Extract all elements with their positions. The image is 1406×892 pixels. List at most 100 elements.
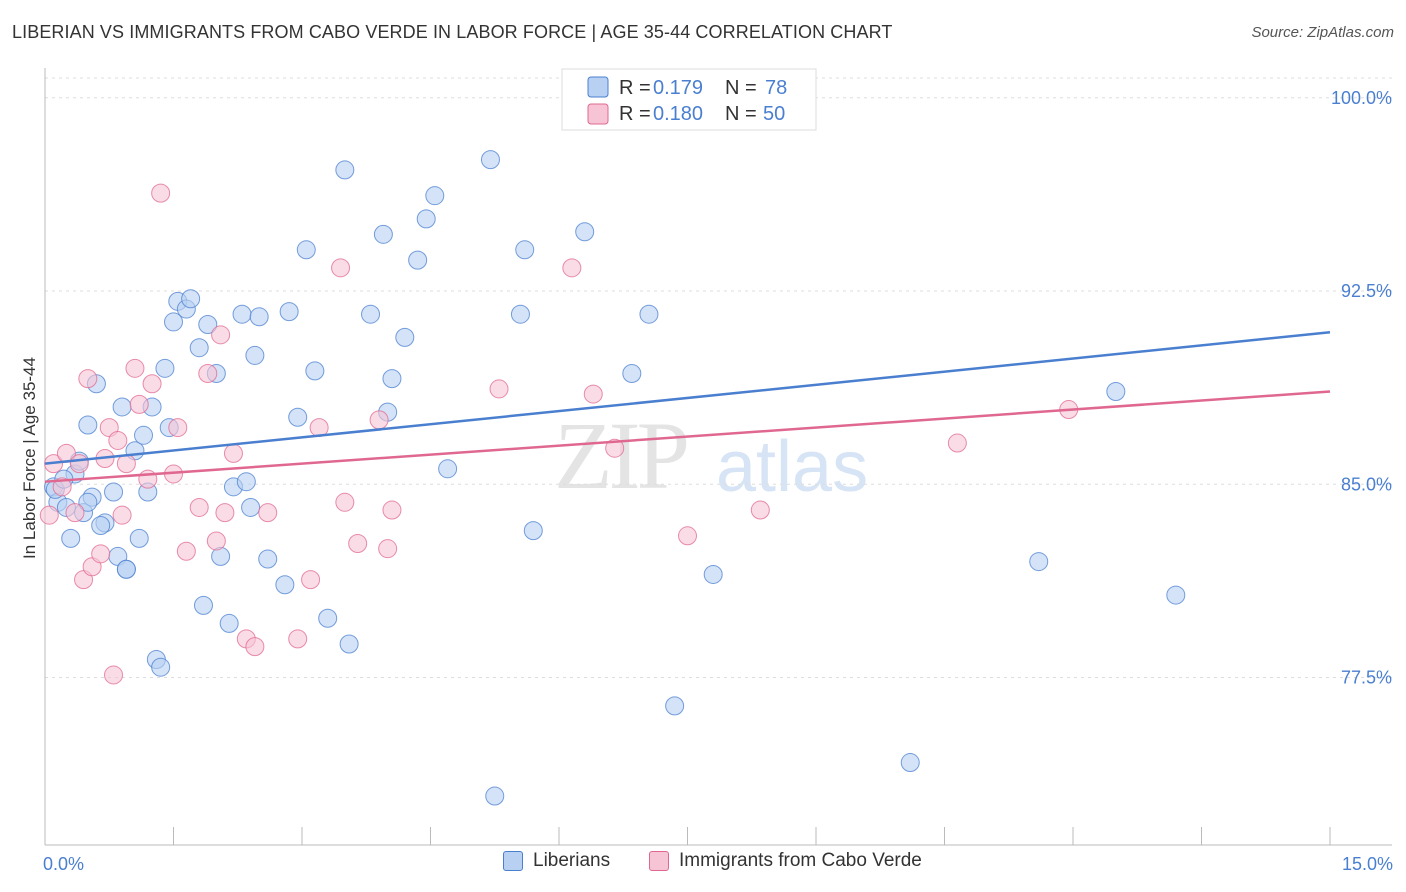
point-liberians (515, 240, 535, 260)
point-liberians (1166, 585, 1186, 605)
point-liberians (510, 304, 530, 324)
point-liberians (164, 312, 183, 332)
point-cabo-verde (129, 394, 149, 414)
point-cabo-verde (258, 503, 278, 523)
point-liberians (703, 564, 723, 584)
gridlines (45, 77, 1392, 679)
trend-lines (44, 330, 1331, 483)
swatch-liberians (503, 851, 523, 871)
point-cabo-verde (189, 497, 209, 517)
point-liberians (900, 753, 920, 773)
legend-r-value-2: 0.180 (653, 103, 703, 125)
point-cabo-verde (348, 534, 368, 554)
point-liberians (408, 250, 428, 270)
point-cabo-verde (562, 258, 582, 278)
point-cabo-verde (52, 477, 72, 497)
point-cabo-verde (104, 665, 124, 685)
point-cabo-verde (91, 544, 111, 564)
point-liberians (181, 289, 201, 309)
point-liberians (258, 549, 278, 569)
point-cabo-verde (583, 384, 603, 404)
point-liberians (245, 345, 265, 365)
point-cabo-verde (69, 454, 89, 474)
legend-n-label-1: N = (725, 77, 757, 99)
point-cabo-verde (288, 629, 308, 649)
point-cabo-verde (116, 454, 136, 474)
point-cabo-verde (198, 363, 218, 383)
point-liberians (275, 575, 295, 595)
point-liberians (361, 304, 381, 324)
point-cabo-verde (245, 637, 265, 657)
point-liberians (279, 302, 299, 322)
swatch-cabo-verde (649, 851, 669, 871)
point-liberians (78, 492, 98, 512)
legend-r-value-1: 0.179 (653, 77, 703, 99)
point-liberians (91, 515, 111, 535)
point-liberians (232, 304, 252, 324)
point-liberians (425, 186, 445, 206)
point-liberians (151, 657, 171, 677)
point-cabo-verde (151, 183, 171, 203)
point-cabo-verde (335, 492, 355, 512)
point-liberians (622, 363, 642, 383)
legend-r-label-2: R = (619, 103, 651, 125)
point-liberians (318, 608, 338, 628)
point-liberians (249, 307, 269, 327)
point-cabo-verde (108, 430, 128, 450)
point-liberians (288, 407, 308, 427)
point-cabo-verde (65, 503, 85, 523)
point-liberians (219, 613, 239, 633)
legend-r-label-1: R = (619, 77, 651, 99)
point-liberians (335, 160, 355, 180)
y-tick-label: 85.0% (1341, 474, 1392, 494)
point-liberians (305, 361, 325, 381)
point-cabo-verde (331, 258, 351, 278)
axes (44, 68, 1392, 846)
point-liberians (438, 459, 458, 479)
legend-item-cabo-verde: Immigrants from Cabo Verde (649, 850, 922, 872)
legend-label-cabo-verde: Immigrants from Cabo Verde (679, 850, 922, 871)
legend-swatch-cabo-verde (587, 103, 609, 125)
source-label: Source: ZipAtlas.com (1251, 24, 1394, 41)
point-liberians (575, 222, 595, 242)
legend-n-value-2: 50 (763, 103, 785, 125)
point-liberians (416, 209, 436, 229)
y-tick-label: 77.5% (1341, 668, 1392, 688)
point-liberians (523, 521, 543, 541)
point-cabo-verde (112, 505, 132, 525)
point-liberians (193, 595, 213, 615)
point-liberians (236, 472, 256, 492)
point-liberians (639, 304, 659, 324)
watermark-zip: ZIP (554, 400, 690, 511)
point-cabo-verde (78, 369, 98, 389)
point-cabo-verde (947, 433, 967, 453)
point-liberians (382, 369, 402, 389)
point-liberians (116, 559, 136, 579)
watermark-atlas: atlas (716, 427, 869, 507)
point-cabo-verde (301, 570, 321, 590)
legend-label-liberians: Liberians (533, 850, 611, 871)
data-points (39, 93, 1186, 806)
point-liberians (112, 397, 132, 417)
legend-n-label-2: N = (725, 103, 757, 125)
point-liberians (241, 497, 261, 517)
point-liberians (296, 240, 316, 260)
point-liberians (104, 482, 124, 502)
trend-line-liberians (44, 330, 1331, 465)
correlation-legend: R = 0.179 N = 78 R = 0.180 N = 50 (561, 68, 817, 131)
point-liberians (339, 634, 359, 654)
point-cabo-verde (750, 500, 770, 520)
point-liberians (78, 415, 98, 435)
point-liberians (1029, 552, 1049, 572)
point-cabo-verde (378, 539, 398, 559)
point-liberians (1106, 382, 1126, 402)
point-cabo-verde (489, 379, 509, 399)
point-cabo-verde (382, 500, 402, 520)
x-tick-label-start: 0.0% (43, 854, 84, 874)
point-cabo-verde (215, 503, 235, 523)
point-liberians (134, 425, 154, 445)
point-liberians (373, 224, 393, 244)
y-tick-label: 92.5% (1341, 281, 1392, 301)
point-cabo-verde (206, 531, 226, 551)
